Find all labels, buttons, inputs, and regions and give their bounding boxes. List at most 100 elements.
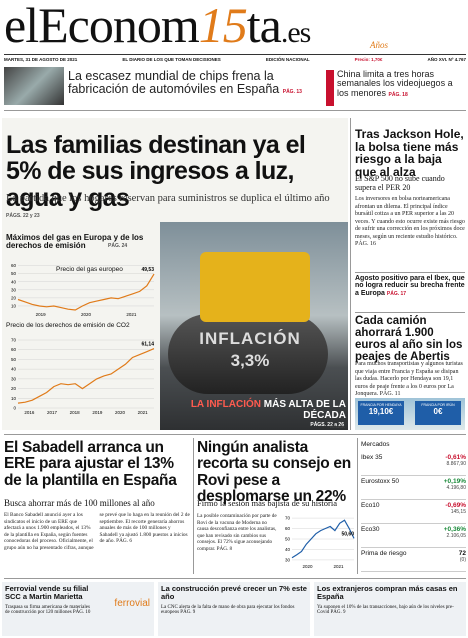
x-tick-label: 2021 (138, 410, 149, 415)
brief-page: PÁG. 17 (386, 290, 407, 297)
y-tick-label: 0 (13, 406, 16, 411)
sabadell-subhead: Busca ahorrar más de 100 millones al año (4, 498, 155, 508)
logo-part: .es (280, 16, 311, 49)
brief-text: Agosto positivo para el Ibex, que no log… (355, 275, 465, 297)
y-tick-label: 40 (11, 279, 17, 284)
teaser-headline: China limita a tres horas semanales los … (337, 69, 453, 98)
line (291, 519, 355, 559)
market-values: +0,19% 4.196,80 (444, 478, 466, 491)
teaser: China limita a tres horas semanales los … (337, 69, 465, 98)
sabadell-headline: El Sabadell arranca un ERE para ajustar … (4, 439, 177, 489)
x-tick-label: 2020 (81, 312, 92, 317)
rovi-body: La posible contaminación por parte de Ro… (197, 513, 277, 552)
y-tick-label: 60 (11, 263, 17, 268)
roller-drum (168, 314, 328, 394)
market-values: 72 (0) (459, 550, 466, 563)
sign-text: FRANCIA POR HENDAYA (360, 403, 402, 407)
value-label: 49,53 (141, 267, 154, 273)
side-body: Para muchos transportistas y algunos tur… (355, 361, 463, 397)
credit: ISTOCK (330, 424, 345, 429)
photo: INFLACIÓN 3,3% LA INFLACIÓN MÁS ALTA DE … (160, 222, 348, 430)
x-tick-label: 2020 (115, 410, 126, 415)
market-level: 145,15 (450, 509, 466, 515)
y-tick-label: 40 (285, 547, 291, 552)
market-values: -0,69% 145,15 (445, 502, 466, 515)
y-tick-label: 30 (11, 287, 17, 292)
rule (193, 438, 194, 574)
sign-image: FRANCIA POR HENDAYA 19,10€ FRANCIA POR IR… (355, 398, 465, 430)
x-tick-label: 2020 (302, 564, 313, 569)
market-change: +0,36% (443, 526, 466, 533)
y-tick-label: 50 (285, 537, 291, 542)
anos: Años (370, 40, 388, 50)
y-tick-label: 20 (11, 295, 17, 300)
market-change: +0,19% (443, 478, 466, 485)
market-values: +0,36% 2.106,05 (444, 526, 466, 539)
rovi-chart: 30 40 50 60 70 2020 2021 50,60 (285, 516, 355, 569)
chart-title: Máximos del gas en Europa y de los derec… (6, 233, 144, 251)
chart-page: PÁG. 24 (108, 243, 128, 249)
photo-caption: LA INFLACIÓN MÁS ALTA DE LA DÉCADA (166, 399, 346, 421)
line (17, 348, 155, 404)
value-label: 61,14 (141, 342, 154, 348)
x-tick-label: 2019 (36, 312, 47, 317)
side-brief: Agosto positivo para el Ibex, que no log… (355, 272, 465, 297)
x-tick-label: 2018 (70, 410, 81, 415)
x-tick-label: 2019 (92, 410, 103, 415)
rule (4, 434, 466, 435)
x-tick-label: 2021 (333, 564, 344, 569)
markets-table: Ibex 35 -0,61% 8.867,90 Eurostoxx 50 +0,19% 4… (361, 452, 466, 572)
market-level: (0) (459, 557, 466, 563)
footer-body: Ya suponen el 10% de las transacciones, … (317, 604, 454, 615)
roller-body (200, 252, 310, 322)
price: Precio: 1,70€ (354, 56, 383, 62)
photo-pages: PÁGS. 22 a 26 (310, 422, 344, 428)
market-level: 4.196,80 (446, 485, 466, 491)
edition: EDICIÓN NACIONAL (265, 56, 310, 62)
y-tick-label: 20 (11, 386, 17, 391)
market-row: Eco30 +0,36% 2.106,05 (361, 524, 466, 548)
y-tick-label: 10 (11, 396, 17, 401)
markets-title: Mercados (361, 441, 390, 448)
dateline: MARTES, 31 DE AGOSTO DE 2021 EL DIARIO DE… (4, 54, 466, 63)
market-name: Ibex 35 (361, 454, 383, 461)
gas-chart: 10 20 30 40 50 60 2019 2020 2021 49,53 (11, 263, 155, 317)
line (17, 273, 155, 311)
y-tick-label: 60 (285, 526, 291, 531)
market-row: Ibex 35 -0,61% 8.867,90 (361, 452, 466, 476)
y-tick-label: 30 (285, 557, 291, 562)
main-subhead: La partida que los hogares reservan para… (6, 193, 330, 204)
x-tick-label: 2021 (126, 312, 137, 317)
market-change: -0,61% (445, 454, 466, 461)
footer-headline: La construcción prevé crecer un 7% este … (161, 584, 307, 602)
y-tick-label: 70 (285, 516, 291, 521)
market-row: Eco10 -0,69% 145,15 (361, 500, 466, 524)
issue: AÑO XVI. Nº 4.767 (427, 56, 466, 62)
y-tick-label: 10 (11, 303, 17, 308)
teaser-page: PÁG. 13 (282, 89, 302, 96)
side-subhead: El S&P 500 no sube cuando supera el PER … (355, 174, 445, 192)
sign-value: 0€ (433, 407, 443, 416)
market-row: Eurostoxx 50 +0,19% 4.196,80 (361, 476, 466, 500)
footer-body: Traspasa su firma americana de materiale… (5, 604, 91, 615)
footer-brand: ferrovial (114, 598, 150, 609)
photo-caption-b: MÁS ALTA DE LA DÉCADA (263, 399, 346, 421)
sabadell-body: El Banco Sabadell anunció ayer a los sin… (4, 512, 190, 552)
photo-value: 3,3% (230, 351, 270, 370)
co2-chart: 0 10 20 30 40 50 60 70 2016 2017 2018 2019 2020 2021 6… (11, 338, 155, 415)
market-change: -0,69% (445, 502, 466, 509)
y-tick-label: 40 (11, 367, 17, 372)
y-tick-label: 70 (11, 338, 17, 343)
chart-label: Precio de los derechos de emisión de CO2 (6, 322, 130, 329)
y-tick-label: 30 (11, 376, 17, 381)
market-values: -0,61% 8.867,90 (445, 454, 466, 467)
rule (4, 110, 466, 111)
footer: Ferrovial vende su filial SCC a Martin M… (2, 582, 466, 636)
footer-headline: Los extranjeros compran más casas en Esp… (317, 584, 458, 602)
x-tick-label: 2016 (24, 410, 35, 415)
market-row: Prima de riesgo 72 (0) (361, 548, 466, 572)
logo-15: 15 (198, 0, 248, 53)
market-level: 2.106,05 (446, 533, 466, 539)
slogan: EL DIARIO DE LOS QUE TOMAN DECISIONES (122, 56, 221, 62)
